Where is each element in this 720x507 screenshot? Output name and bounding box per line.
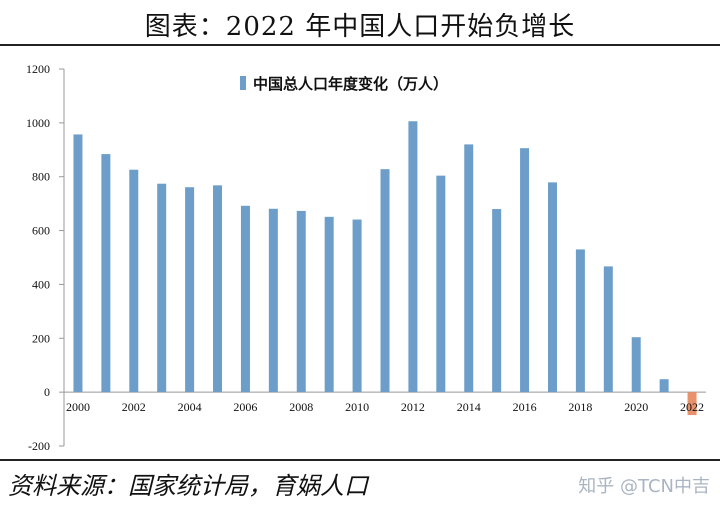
y-tick-label: 200: [32, 331, 50, 345]
bar-2017: [547, 182, 557, 393]
bar-2015: [492, 209, 502, 393]
y-tick-label: 1000: [26, 116, 50, 130]
bar-2012: [408, 121, 418, 393]
page-title: 图表：2022 年中国人口开始负增长: [144, 12, 576, 42]
x-tick-label: 2016: [513, 400, 537, 414]
y-tick-label: -200: [28, 439, 50, 453]
x-tick-label: 2008: [289, 400, 313, 414]
bar-2004: [185, 187, 195, 393]
bar-2000: [73, 134, 83, 393]
source-note: 资料来源：国家统计局，育娲人口: [8, 472, 368, 500]
y-tick-label: 400: [32, 277, 50, 291]
bar-2011: [380, 169, 390, 393]
bar-2007: [268, 208, 278, 393]
x-tick-label: 2020: [624, 400, 648, 414]
y-tick-label: 1200: [26, 62, 50, 76]
legend-swatch: [240, 76, 246, 90]
bar-2021: [659, 379, 669, 393]
y-tick-label: 600: [32, 224, 50, 238]
bar-2019: [603, 266, 613, 393]
x-tick-label: 2002: [122, 400, 146, 414]
watermark: 知乎 @TCN中吉: [578, 476, 710, 497]
x-tick-label: 2018: [568, 400, 592, 414]
x-tick-label: 2004: [178, 400, 202, 414]
x-tick-label: 2022: [680, 400, 704, 414]
bar-2010: [352, 219, 362, 393]
bar-2008: [296, 210, 306, 393]
bar-2013: [436, 175, 446, 393]
x-tick-label: 2000: [66, 400, 90, 414]
top-divider: [0, 44, 720, 46]
bar-2022: [687, 392, 697, 416]
bottom-divider: [0, 459, 720, 461]
bar-2003: [157, 183, 167, 393]
bar-2014: [464, 144, 474, 393]
bar-2005: [213, 185, 223, 393]
bar-2001: [101, 154, 111, 393]
bar-2020: [631, 337, 641, 393]
bar-2002: [129, 169, 139, 393]
y-tick-label: 800: [32, 170, 50, 184]
bar-2016: [520, 148, 530, 393]
x-tick-label: 2006: [233, 400, 257, 414]
x-tick-label: 2010: [345, 400, 369, 414]
x-tick-label: 2014: [457, 400, 481, 414]
bar-2006: [240, 205, 250, 393]
legend-label: 中国总人口年度变化（万人）: [253, 75, 448, 93]
y-tick-label: 0: [44, 385, 50, 399]
bar-chart: -200 0 200 400 600 800 1000 1200 2000 2002 2004 200…: [26, 62, 706, 453]
bar-2009: [324, 216, 334, 393]
bar-2018: [575, 249, 585, 393]
x-tick-label: 2012: [401, 400, 425, 414]
